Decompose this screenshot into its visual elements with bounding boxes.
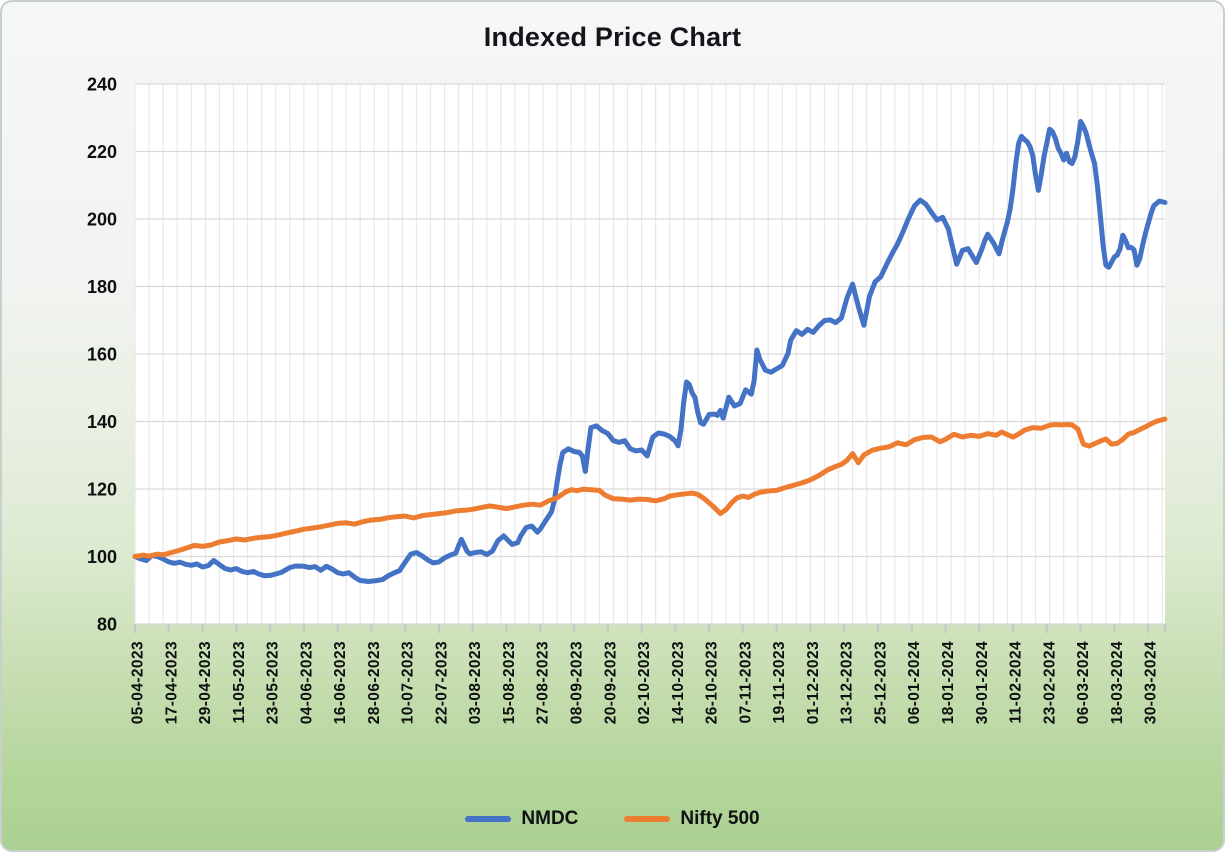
y-axis-label: 80 <box>97 615 117 635</box>
y-axis-label: 140 <box>87 412 117 432</box>
legend-item-nifty500: Nifty 500 <box>624 808 760 830</box>
nmdc-line-swatch <box>465 816 512 822</box>
x-axis-label: 02-10-2023 <box>636 641 653 724</box>
nmdc-line <box>132 119 1168 584</box>
y-axis-label: 160 <box>87 345 117 365</box>
x-axis-label: 28-06-2023 <box>366 641 383 724</box>
x-axis-label: 17-04-2023 <box>163 641 180 724</box>
x-axis-label: 13-12-2023 <box>839 641 856 724</box>
x-axis-label: 11-02-2024 <box>1008 641 1025 723</box>
x-axis-label: 11-05-2023 <box>231 641 248 723</box>
x-axis-label: 16-06-2023 <box>332 641 349 724</box>
x-axis-label: 10-07-2023 <box>400 641 417 724</box>
x-axis-label: 29-04-2023 <box>197 641 214 724</box>
x-axis-label: 07-11-2023 <box>737 641 754 723</box>
x-axis-label: 25-12-2023 <box>872 641 889 724</box>
x-axis-label: 30-03-2024 <box>1143 641 1160 724</box>
x-axis-label: 30-01-2024 <box>974 641 991 724</box>
chart-title: Indexed Price Chart <box>483 22 742 52</box>
x-axis-label: 23-05-2023 <box>265 641 282 724</box>
x-axis-label: 03-08-2023 <box>467 641 484 724</box>
x-axis-label: 19-11-2023 <box>771 641 788 723</box>
x-axis-label: 23-02-2024 <box>1041 641 1058 724</box>
x-axis-label: 06-03-2024 <box>1075 641 1092 724</box>
x-axis-label: 05-04-2023 <box>130 641 147 724</box>
x-axis-label: 15-08-2023 <box>501 641 518 724</box>
x-axis-label: 04-06-2023 <box>298 641 315 724</box>
x-axis-label: 06-01-2024 <box>906 641 923 724</box>
legend-label-nmdc: NMDC <box>521 808 579 829</box>
x-axis-label: 18-03-2024 <box>1109 641 1126 724</box>
x-axis-label: 01-12-2023 <box>805 641 822 724</box>
y-axis-label: 180 <box>87 277 117 297</box>
y-axis-label: 200 <box>87 210 117 230</box>
x-axis-label: 22-07-2023 <box>433 641 450 724</box>
x-axis-label: 27-08-2023 <box>535 641 552 724</box>
chart-legend: NMDC Nifty 500 <box>2 808 1223 830</box>
y-axis-label: 100 <box>87 547 117 567</box>
nifty500-line-swatch <box>624 816 671 822</box>
x-axis-label: 20-09-2023 <box>602 641 619 724</box>
y-axis-label: 240 <box>87 75 117 95</box>
x-axis-label: 26-10-2023 <box>704 641 721 724</box>
x-axis-label: 08-09-2023 <box>569 641 586 724</box>
y-axis-label: 220 <box>87 142 117 162</box>
nifty500-line <box>132 416 1168 559</box>
legend-item-nmdc: NMDC <box>465 808 578 830</box>
x-axis-label: 14-10-2023 <box>670 641 687 724</box>
legend-label-nifty500: Nifty 500 <box>680 808 760 829</box>
y-axis-label: 120 <box>87 480 117 500</box>
x-axis-label: 18-01-2024 <box>940 641 957 724</box>
